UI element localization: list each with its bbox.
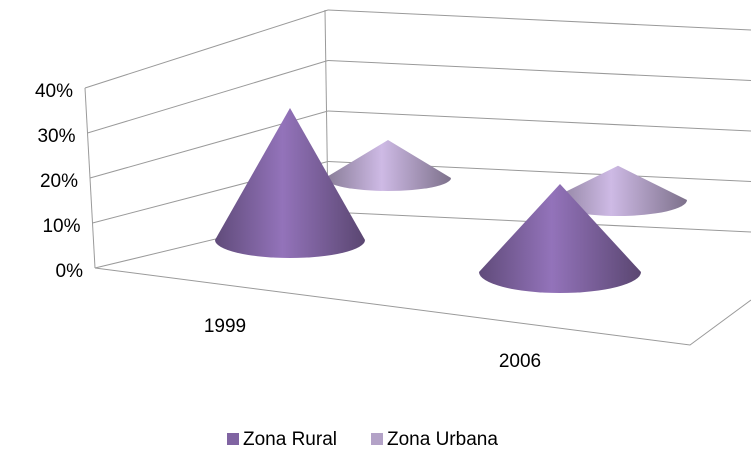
- grid-line: [87, 60, 329, 134]
- cone: [549, 165, 687, 216]
- y-tick-label: 40%: [35, 81, 73, 102]
- legend-label: Zona Urbana: [387, 429, 498, 450]
- grid-line: [327, 60, 751, 81]
- grid-line: [327, 9, 751, 31]
- grid-line: [84, 9, 329, 89]
- x-tick-label: 1999: [204, 316, 246, 337]
- x-tick-label: 2006: [499, 351, 541, 372]
- cone: [215, 108, 365, 258]
- cone: [325, 140, 451, 191]
- y-tick-label: 10%: [42, 216, 80, 237]
- y-tick-label: 30%: [37, 126, 75, 147]
- y-tick-label: 20%: [40, 171, 78, 192]
- y-tick-label: 0%: [56, 261, 84, 282]
- grid-line: [327, 110, 751, 132]
- legend-label: Zona Rural: [243, 429, 337, 450]
- cone: [479, 184, 641, 293]
- legend-swatch: [227, 433, 239, 445]
- legend-swatch: [371, 433, 383, 445]
- floor-edge: [94, 267, 751, 346]
